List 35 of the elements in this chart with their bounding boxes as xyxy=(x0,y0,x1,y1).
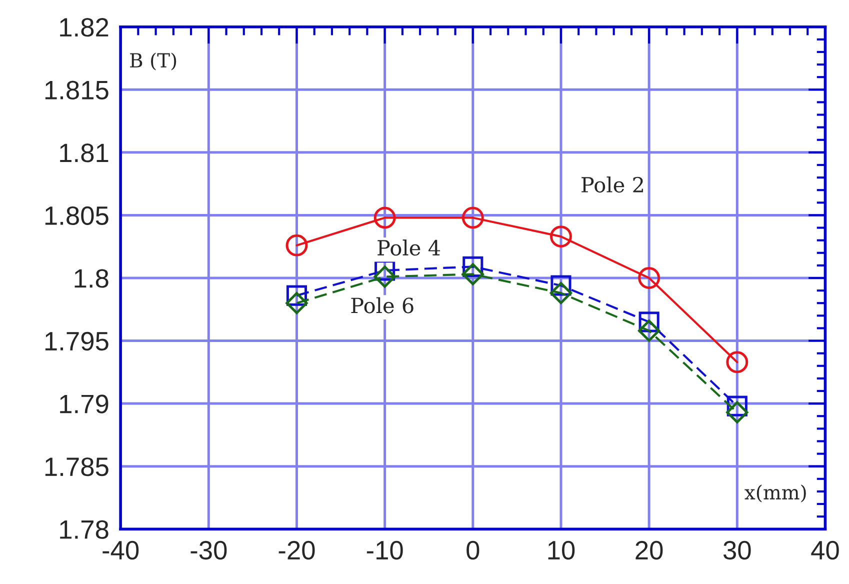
point xyxy=(286,292,308,314)
x-tick-label: 30 xyxy=(723,540,751,560)
y-tick-label: 1.78 xyxy=(60,520,108,539)
x-tick-label: 40 xyxy=(811,540,839,560)
x-tick-label: 20 xyxy=(636,540,663,560)
series-label: Pole 2 xyxy=(582,176,643,193)
x-axis-title: x(mm) xyxy=(744,484,806,502)
x-tick-label: 10 xyxy=(548,540,575,560)
x-tick-label: -30 xyxy=(190,540,227,560)
point xyxy=(374,206,396,229)
y-tick-label: 1.79 xyxy=(60,394,108,414)
y-tick-label: 1.785 xyxy=(45,457,108,476)
y-tick-label: 1.8 xyxy=(74,269,108,288)
x-tick-label: 0 xyxy=(466,540,480,560)
point xyxy=(726,351,748,374)
point xyxy=(462,263,484,286)
y-tick-label: 1.795 xyxy=(45,332,108,351)
y-axis-title: B (T) xyxy=(130,52,176,70)
point xyxy=(726,401,748,424)
y-tick-label: 1.815 xyxy=(45,80,108,100)
point xyxy=(462,206,484,229)
point xyxy=(374,266,396,288)
y-tick-label: 1.82 xyxy=(60,18,108,37)
series-label: Pole 4 xyxy=(378,240,440,256)
x-tick-label: -10 xyxy=(366,540,403,560)
series-label: Pole 6 xyxy=(351,297,414,314)
x-tick-label: -40 xyxy=(102,540,139,560)
y-tick-label: 1.805 xyxy=(45,206,108,226)
point xyxy=(638,267,660,289)
y-tick-label: 1.81 xyxy=(60,144,108,162)
point xyxy=(638,320,660,342)
point xyxy=(286,234,308,256)
x-tick-label: -20 xyxy=(278,540,315,560)
point xyxy=(550,226,572,248)
point xyxy=(550,282,572,304)
